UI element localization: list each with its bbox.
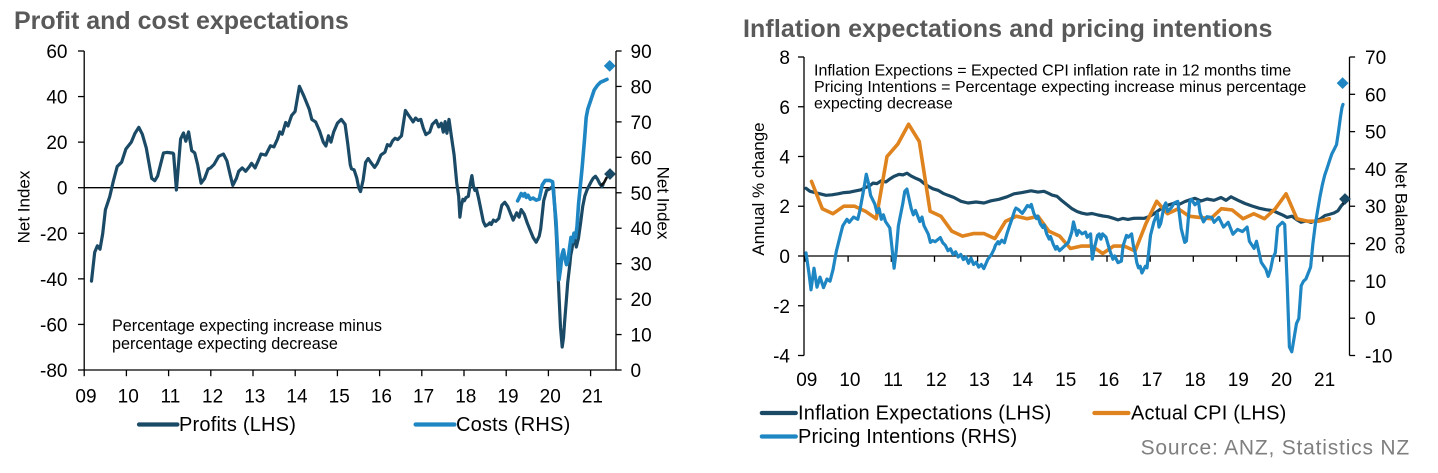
svg-text:80: 80 [631, 77, 652, 98]
svg-text:19: 19 [497, 387, 518, 408]
svg-text:Actual CPI (LHS): Actual CPI (LHS) [1131, 403, 1286, 425]
svg-text:Inflation Expectations (LHS): Inflation Expectations (LHS) [798, 403, 1052, 425]
svg-text:40: 40 [46, 88, 67, 109]
svg-text:-2: -2 [773, 297, 790, 318]
svg-text:60: 60 [631, 148, 652, 169]
svg-text:11: 11 [883, 370, 903, 391]
svg-text:0: 0 [779, 247, 790, 268]
svg-text:20: 20 [540, 387, 561, 408]
svg-text:Pricing Intentions = Percentag: Pricing Intentions = Percentage expectin… [814, 79, 1306, 96]
svg-text:0: 0 [1365, 309, 1376, 330]
svg-text:-20: -20 [40, 224, 67, 245]
svg-text:30: 30 [1365, 197, 1386, 218]
svg-text:60: 60 [1365, 85, 1386, 106]
svg-text:13: 13 [969, 370, 990, 391]
svg-text:15: 15 [329, 387, 350, 408]
svg-text:12: 12 [926, 370, 947, 391]
svg-text:Percentage expecting increase: Percentage expecting increase minus [112, 317, 382, 335]
svg-text:70: 70 [1365, 48, 1386, 69]
svg-text:20: 20 [1365, 235, 1386, 256]
svg-text:Pricing Intentions (RHS): Pricing Intentions (RHS) [798, 426, 1017, 448]
svg-text:6: 6 [779, 98, 790, 119]
svg-text:10: 10 [839, 370, 860, 391]
svg-text:Source: ANZ, Statistics NZ: Source: ANZ, Statistics NZ [1141, 437, 1410, 460]
svg-text:09: 09 [75, 387, 96, 408]
svg-text:40: 40 [1365, 160, 1386, 181]
svg-text:Net Balance: Net Balance [1392, 162, 1411, 255]
svg-text:percentage expecting decrease: percentage expecting decrease [112, 335, 338, 353]
svg-text:-10: -10 [1365, 347, 1392, 368]
svg-text:21: 21 [1314, 370, 1335, 391]
svg-text:18: 18 [1185, 370, 1206, 391]
svg-text:70: 70 [631, 113, 652, 134]
svg-text:13: 13 [244, 387, 265, 408]
svg-text:17: 17 [413, 387, 434, 408]
svg-text:-60: -60 [40, 315, 67, 336]
svg-text:50: 50 [1365, 123, 1386, 144]
svg-text:17: 17 [1141, 370, 1162, 391]
svg-text:50: 50 [631, 184, 652, 205]
svg-text:-40: -40 [40, 270, 67, 291]
svg-text:09: 09 [796, 370, 817, 391]
svg-text:14: 14 [1012, 370, 1034, 391]
svg-text:-4: -4 [773, 347, 790, 368]
svg-text:-80: -80 [40, 361, 67, 382]
svg-text:Profits (LHS): Profits (LHS) [179, 414, 296, 436]
svg-text:10: 10 [631, 326, 652, 347]
svg-text:8: 8 [779, 48, 790, 69]
svg-text:Profit and cost expectations: Profit and cost expectations [14, 7, 349, 35]
svg-text:14: 14 [286, 387, 308, 408]
svg-text:2: 2 [779, 197, 790, 218]
svg-text:19: 19 [1228, 370, 1249, 391]
svg-text:18: 18 [455, 387, 476, 408]
svg-text:40: 40 [631, 219, 652, 240]
svg-text:16: 16 [1098, 370, 1119, 391]
svg-text:expecting decrease: expecting decrease [814, 96, 953, 113]
svg-text:Inflation expectations and pri: Inflation expectations and pricing inten… [743, 15, 1273, 43]
svg-text:0: 0 [631, 361, 642, 382]
svg-text:10: 10 [1365, 272, 1386, 293]
svg-text:15: 15 [1055, 370, 1076, 391]
svg-text:10: 10 [118, 387, 139, 408]
svg-text:30: 30 [631, 255, 652, 276]
svg-text:16: 16 [371, 387, 392, 408]
svg-text:0: 0 [57, 179, 68, 200]
svg-text:21: 21 [582, 387, 603, 408]
svg-text:12: 12 [202, 387, 223, 408]
svg-text:20: 20 [631, 290, 652, 311]
svg-text:Net Index: Net Index [654, 167, 673, 240]
svg-text:90: 90 [631, 42, 652, 63]
svg-text:20: 20 [46, 133, 67, 154]
svg-text:4: 4 [779, 148, 790, 169]
svg-text:60: 60 [46, 42, 67, 63]
svg-text:20: 20 [1271, 370, 1292, 391]
svg-text:Inflation Expections = Expecte: Inflation Expections = Expected CPI infl… [814, 63, 1291, 80]
svg-text:Annual % change: Annual % change [749, 122, 768, 255]
svg-text:Costs (RHS): Costs (RHS) [456, 414, 570, 436]
svg-text:11: 11 [161, 387, 181, 408]
svg-text:Net Index: Net Index [15, 170, 34, 243]
